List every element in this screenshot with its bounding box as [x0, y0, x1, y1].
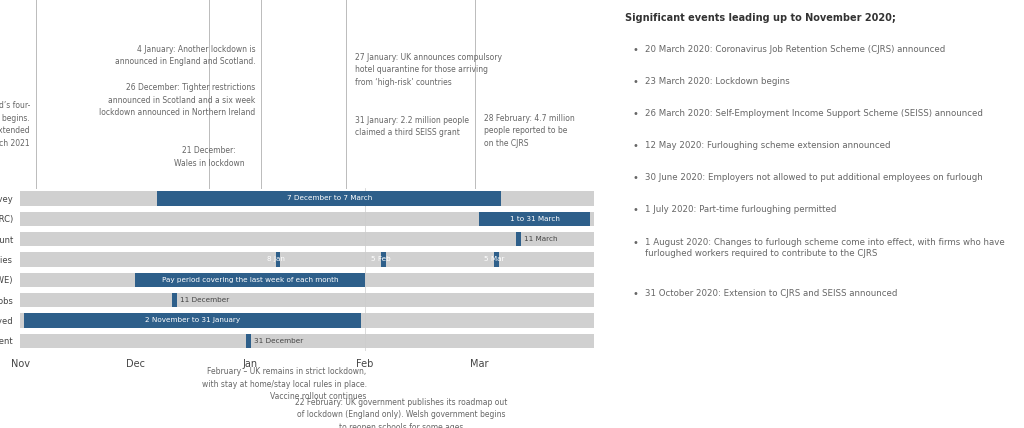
Text: 1 July 2020: Part-time furloughing permitted: 1 July 2020: Part-time furloughing permi…: [645, 205, 837, 214]
Bar: [25, 313, 360, 327]
Text: 31 January: 2.2 million people
claimed a third SEISS grant: 31 January: 2.2 million people claimed a…: [355, 116, 469, 137]
Bar: [246, 334, 251, 348]
Text: •: •: [633, 109, 639, 119]
Bar: [172, 293, 177, 307]
Bar: [494, 253, 499, 267]
Text: 26 December: Tighter restrictions
announced in Scotland and a six week
lockdown : 26 December: Tighter restrictions announ…: [99, 83, 255, 117]
Text: Significant events leading up to November 2020;: Significant events leading up to Novembe…: [625, 13, 896, 23]
Text: 31 December: 31 December: [254, 338, 303, 344]
Bar: [158, 191, 502, 205]
Text: •: •: [633, 77, 639, 87]
Text: 5 November: England’s four-
week lockdown begins.
Furlough scheme is extended
to: 5 November: England’s four- week lockdow…: [0, 101, 30, 148]
Bar: [20, 212, 594, 226]
Bar: [20, 313, 594, 327]
Bar: [20, 232, 594, 246]
Text: 1 to 31 March: 1 to 31 March: [510, 216, 560, 222]
Text: February – UK remains in strict lockdown,
with stay at home/stay local rules in : February – UK remains in strict lockdown…: [202, 367, 367, 401]
Text: 28 February: 4.7 million
people reported to be
on the CJRS: 28 February: 4.7 million people reported…: [484, 114, 575, 148]
Text: 20 March 2020: Coronavirus Job Retention Scheme (CJRS) announced: 20 March 2020: Coronavirus Job Retention…: [645, 45, 945, 54]
Bar: [20, 273, 594, 287]
Text: 22 February: UK government publishes its roadmap out
of lockdown (England only).: 22 February: UK government publishes its…: [295, 398, 508, 428]
Bar: [275, 253, 281, 267]
Text: 12 May 2020: Furloughing scheme extension announced: 12 May 2020: Furloughing scheme extensio…: [645, 141, 891, 150]
Bar: [479, 212, 590, 226]
Text: 2 November to 31 January: 2 November to 31 January: [145, 318, 241, 324]
Bar: [20, 293, 594, 307]
Text: 21 December:
Wales in lockdown: 21 December: Wales in lockdown: [174, 146, 245, 168]
Bar: [20, 253, 594, 267]
Text: 26 March 2020: Self-Employment Income Support Scheme (SEISS) announced: 26 March 2020: Self-Employment Income Su…: [645, 109, 983, 118]
Text: •: •: [633, 45, 639, 55]
Text: •: •: [633, 173, 639, 183]
Text: 1 August 2020: Changes to furlough scheme come into effect, with firms who have
: 1 August 2020: Changes to furlough schem…: [645, 238, 1005, 259]
Text: Pay period covering the last week of each month: Pay period covering the last week of eac…: [162, 277, 338, 283]
Text: 23 March 2020: Lockdown begins: 23 March 2020: Lockdown begins: [645, 77, 790, 86]
Text: •: •: [633, 238, 639, 247]
Text: 27 January: UK announces compulsory
hotel quarantine for those arriving
from ‘hi: 27 January: UK announces compulsory hote…: [355, 53, 502, 86]
Text: •: •: [633, 289, 639, 299]
Bar: [20, 334, 594, 348]
Text: 4 January: Another lockdown is
announced in England and Scotland.: 4 January: Another lockdown is announced…: [115, 45, 255, 66]
Bar: [516, 232, 521, 246]
Bar: [20, 191, 594, 205]
Text: 30 June 2020: Employers not allowed to put additional employees on furlough: 30 June 2020: Employers not allowed to p…: [645, 173, 983, 182]
Text: 31 October 2020: Extension to CJRS and SEISS announced: 31 October 2020: Extension to CJRS and S…: [645, 289, 897, 298]
Bar: [135, 273, 365, 287]
Bar: [381, 253, 385, 267]
Text: 11 March: 11 March: [524, 236, 558, 242]
Text: 5 Feb: 5 Feb: [371, 256, 391, 262]
Text: 11 December: 11 December: [180, 297, 229, 303]
Text: 8 Jan: 8 Jan: [267, 256, 285, 262]
Text: •: •: [633, 141, 639, 151]
Text: 7 December to 7 March: 7 December to 7 March: [287, 196, 372, 202]
Text: 5 Mar: 5 Mar: [483, 256, 504, 262]
Text: •: •: [633, 205, 639, 215]
